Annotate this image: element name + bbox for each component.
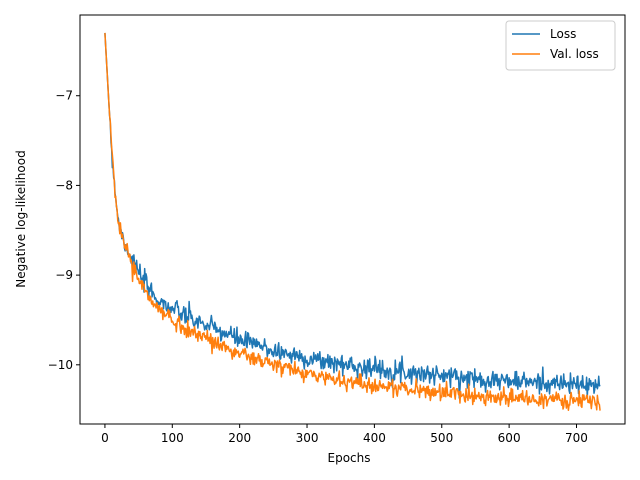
x-tick-label: 400 (363, 431, 386, 445)
y-tick-label: −10 (48, 358, 73, 372)
x-tick-label: 500 (430, 431, 453, 445)
x-axis-label: Epochs (328, 451, 371, 465)
legend-label: Val. loss (550, 47, 599, 61)
series-layer (104, 32, 601, 412)
series-line-loss (104, 32, 601, 399)
x-tick-label: 200 (228, 431, 251, 445)
x-axis: 0 100 200 300 400 500 600 700 (101, 424, 588, 445)
x-tick-label: 0 (101, 431, 109, 445)
y-tick-label: −7 (55, 89, 73, 103)
x-tick-label: 600 (498, 431, 521, 445)
plot-frame (79, 14, 626, 425)
legend: Loss Val. loss (505, 20, 616, 71)
legend-label: Loss (550, 27, 576, 41)
x-tick-label: 300 (296, 431, 319, 445)
series-line-val-loss (104, 32, 601, 412)
y-axis-label: Negative log-likelihood (14, 150, 28, 287)
y-tick-label: −8 (55, 178, 73, 192)
x-tick-label: 100 (161, 431, 184, 445)
y-axis: −10 −9 −8 −7 (48, 89, 80, 372)
y-tick-label: −9 (55, 268, 73, 282)
x-tick-label: 700 (565, 431, 588, 445)
